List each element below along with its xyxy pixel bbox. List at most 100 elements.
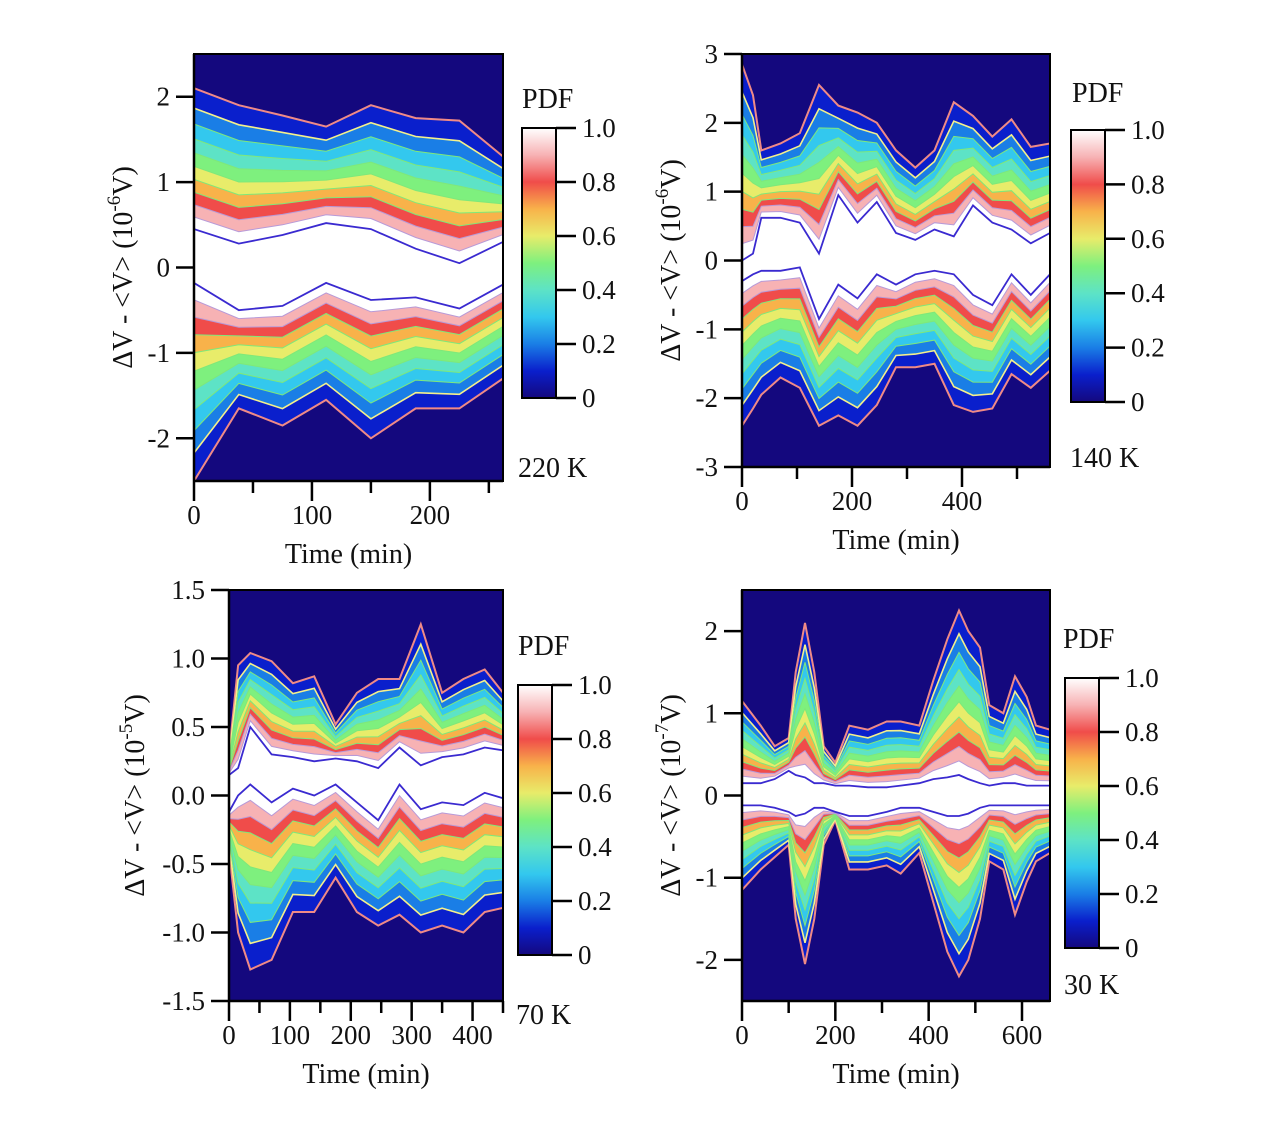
x-axis-label: Time (min) [302, 1059, 429, 1090]
contour-line [194, 107, 503, 170]
contour-line [742, 814, 1050, 889]
contour-line [229, 816, 503, 859]
contour-band-upper [742, 701, 1050, 778]
contour-band-upper [742, 171, 1050, 228]
y-tick-label: -1 [148, 338, 171, 368]
contour-line-outer [194, 87, 503, 158]
contour-line [229, 659, 503, 760]
y-axis-label-main: ΔV - <V> (10 [656, 205, 687, 362]
y-tick-label: -1.5 [162, 986, 205, 1016]
colorbar-tick-label: 0 [1131, 387, 1145, 417]
y-tick-label: 1.0 [171, 644, 205, 674]
contour-line-inner [742, 804, 1050, 817]
contour-band-upper [229, 687, 503, 766]
contour-band-upper [742, 64, 1050, 178]
y-axis-label-main: ΔV - <V> (10 [120, 740, 151, 897]
y-tick-label: -1 [696, 314, 719, 344]
contour-line [194, 123, 503, 179]
y-axis-label: ΔV - <V> (10-6V) [652, 159, 687, 362]
y-axis-label-exponent: -5 [116, 724, 137, 740]
panel-30K: PDF 30 K Time (min) -2 -1 0 1 2 0 200 400 600 ΔV … [652, 589, 1159, 1090]
contour-line [742, 134, 1050, 195]
contour-band-lower [229, 817, 503, 873]
contour-line [194, 308, 503, 338]
colorbar-tick-label: 0.2 [578, 886, 612, 916]
contour-band-lower [229, 808, 503, 858]
contour-band-upper [194, 108, 503, 179]
x-tick-label: 200 [410, 500, 451, 530]
contour-line [229, 791, 503, 830]
contour-band-upper [742, 652, 1050, 771]
contour-band-upper [742, 92, 1050, 186]
y-tick-label: 1 [705, 698, 719, 728]
contour-line [229, 686, 503, 764]
x-axis-label: Time (min) [832, 1059, 959, 1090]
contour-band-upper [742, 746, 1050, 784]
contour-line [229, 713, 503, 772]
contour-band-peak [742, 770, 1050, 816]
contour-band-upper [742, 686, 1050, 776]
colorbar-tick-label: 1.0 [1131, 115, 1165, 145]
x-tick-label: 100 [292, 500, 333, 530]
x-axis-label: Time (min) [285, 539, 412, 570]
contour-line [742, 668, 1050, 772]
contour-band-upper [194, 88, 503, 169]
contour-band-lower [742, 303, 1050, 367]
contour-line [194, 325, 503, 372]
contour-band-upper [742, 633, 1050, 769]
contour-band-lower [742, 295, 1050, 357]
colorbar-tick-label: 1.0 [582, 113, 616, 143]
y-tick-label: 0 [157, 253, 171, 283]
contour-line [194, 152, 503, 197]
contour-band-upper [742, 134, 1050, 201]
colorbar-label: PDF [518, 631, 569, 662]
y-tick-label: 1.5 [171, 575, 205, 605]
y-tick-label: 0.0 [171, 781, 205, 811]
colorbar-tick-label: 0.8 [1131, 169, 1165, 199]
contour-line [742, 303, 1050, 358]
y-axis-label-main: ΔV - <V> (10 [108, 212, 139, 369]
x-tick-label: 0 [735, 486, 749, 516]
contour-line [229, 706, 503, 770]
temperature-label: 220 K [518, 453, 587, 484]
colorbar-tick-label: 0.4 [1125, 825, 1159, 855]
contour-line [194, 178, 503, 214]
contour-band-peak [194, 223, 503, 311]
contour-line [742, 731, 1050, 781]
y-tick-label: 0.5 [171, 712, 205, 742]
contour-line-inner [194, 281, 503, 312]
y-axis-label-main: ΔV - <V> (10 [656, 740, 687, 897]
contour-line [229, 719, 503, 774]
contour-band-upper [194, 138, 503, 196]
contour-line [742, 349, 1050, 412]
colorbar-tick-label: 0 [578, 940, 592, 970]
colorbar-tick-label: 0 [1125, 933, 1139, 963]
colorbar [517, 684, 553, 956]
y-tick-label: 0 [705, 781, 719, 811]
contour-line [229, 642, 503, 758]
x-tick-label: 400 [942, 486, 983, 516]
contour-line [194, 334, 503, 391]
contour-line [742, 170, 1050, 222]
contour-band-peak [742, 195, 1050, 319]
contour-line [229, 836, 503, 904]
y-tick-label: 2 [705, 616, 719, 646]
x-tick-label: 200 [815, 1020, 856, 1050]
contour-line [229, 832, 503, 889]
y-tick-label: -1.0 [162, 918, 205, 948]
y-tick-label: -2 [148, 423, 171, 453]
contour-line [742, 631, 1050, 768]
contour-band-upper [229, 644, 503, 760]
contour-line-inner [194, 222, 503, 265]
plot-area [742, 54, 1050, 467]
contour-line [742, 294, 1050, 348]
x-tick-label: 400 [452, 1020, 493, 1050]
contour-line [742, 816, 1050, 920]
y-tick-label: -2 [696, 945, 719, 975]
x-tick-label: 0 [187, 500, 201, 530]
y-axis-label: ΔV - <V> (10-5V) [116, 694, 151, 897]
contour-line [742, 339, 1050, 400]
contour-line [742, 814, 1050, 874]
contour-line-outer [742, 817, 1050, 979]
contour-line [742, 178, 1050, 228]
